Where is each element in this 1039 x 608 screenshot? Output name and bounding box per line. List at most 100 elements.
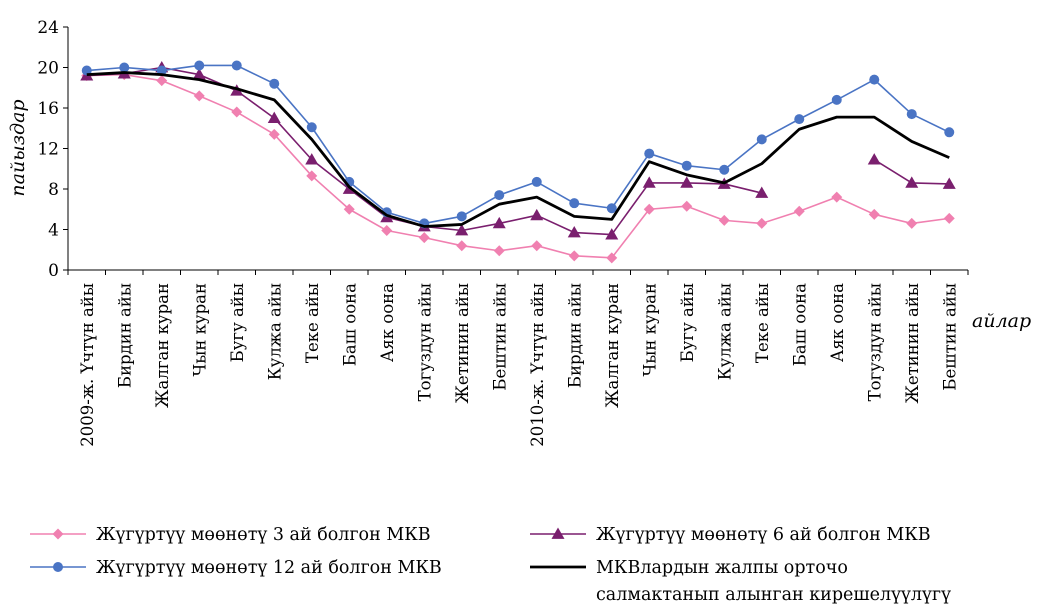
x-tick-label: Жалган куран xyxy=(603,283,622,408)
x-tick-label: Тогуздун айы xyxy=(865,283,884,401)
x-axis-title: айлар xyxy=(972,310,1031,332)
circle-point xyxy=(119,62,130,73)
legend-item-4: МКВлардын жалпы орточо салмактанып алынга… xyxy=(530,558,951,605)
y-tick-label: 0 xyxy=(48,261,59,281)
circle-point xyxy=(81,65,92,76)
circle-point xyxy=(944,127,955,138)
diamond-point xyxy=(493,245,505,257)
circle-point xyxy=(269,78,280,89)
x-tick-label: Жалган куран xyxy=(153,283,172,408)
diamond-point xyxy=(868,208,880,220)
diamond-point xyxy=(193,90,205,102)
y-tick-label: 12 xyxy=(37,140,59,160)
x-tick-label: Бирдин айы xyxy=(565,283,584,388)
y-axis-title: пайыздар xyxy=(7,99,29,196)
x-tick-label: Бугу айы xyxy=(228,283,247,362)
x-tick-label: Аяк оона xyxy=(828,283,847,362)
x-tick-label: Чын куран xyxy=(640,283,659,377)
diamond-point xyxy=(456,240,468,252)
x-tick-label: Аяк оона xyxy=(378,283,397,362)
series-1 xyxy=(81,69,955,264)
circle-point xyxy=(306,122,317,133)
circle-point xyxy=(606,203,617,214)
circle-point xyxy=(53,562,63,572)
x-tick-label: Кулжа айы xyxy=(265,283,284,380)
x-tick-label: Кулжа айы xyxy=(715,283,734,380)
x-tick-label: Бирдин айы xyxy=(115,283,134,388)
circle-point xyxy=(494,190,505,201)
x-tick-label: Бештин айы xyxy=(490,283,509,391)
diamond-point xyxy=(156,75,168,87)
x-tick-label: Бештин айы xyxy=(940,283,959,391)
circle-point xyxy=(644,148,655,159)
circle-point xyxy=(681,160,692,171)
triangle-point xyxy=(455,224,469,236)
series-line xyxy=(86,71,950,228)
diamond-point xyxy=(418,232,430,244)
triangle-point xyxy=(267,111,281,123)
legend-item-2: Жүгүртүү мөөнөтү 6 ай болгон МКВ xyxy=(530,525,931,545)
x-tick-label: Чын куран xyxy=(190,283,209,377)
legend: Жүгүртүү мөөнөтү 3 ай болгон МКВ Жүгүртүү… xyxy=(30,525,951,605)
diamond-point xyxy=(306,170,318,182)
diamond-point xyxy=(231,106,243,118)
triangle-point xyxy=(530,208,544,221)
circle-point xyxy=(194,60,205,71)
triangle-point xyxy=(192,68,206,80)
diamond-point xyxy=(831,191,843,203)
triangle-point xyxy=(680,176,694,188)
diamond-point xyxy=(381,225,393,237)
triangle-point xyxy=(605,228,619,240)
legend-item-3: Жүгүртүү мөөнөтү 12 ай болгон МКВ xyxy=(30,558,442,578)
diamond-point xyxy=(718,214,730,226)
x-tick-label: Жетинин айы xyxy=(453,283,472,404)
y-tick-label: 4 xyxy=(48,221,59,241)
series-4 xyxy=(86,71,950,228)
legend-label: МКВлардын жалпы орточо xyxy=(596,558,848,578)
circle-point xyxy=(869,74,880,85)
x-tick-label: 2010-ж. Үчтүн айы xyxy=(528,283,547,447)
triangle-point xyxy=(867,153,881,165)
triangle-point xyxy=(305,153,319,165)
diamond-point xyxy=(643,203,655,215)
series-line xyxy=(86,73,950,259)
diamond-point xyxy=(268,128,280,140)
circle-point xyxy=(531,176,542,187)
circle-point xyxy=(794,114,805,125)
diamond-point xyxy=(52,528,64,540)
triangle-point xyxy=(492,216,506,229)
x-tick-label: Теке айы xyxy=(303,283,322,363)
series-group xyxy=(80,60,956,264)
circle-point xyxy=(456,211,467,222)
y-tick-labels: 0 4 8 12 16 20 24 xyxy=(37,18,59,281)
axes xyxy=(63,26,969,275)
legend-item-1: Жүгүртүү мөөнөтү 3 ай болгон МКВ xyxy=(30,525,431,545)
triangle-point xyxy=(567,226,581,238)
series-2 xyxy=(80,61,956,240)
series-line xyxy=(86,66,762,236)
circle-point xyxy=(831,94,842,105)
circle-point xyxy=(231,60,242,71)
diamond-point xyxy=(568,250,580,262)
diamond-point xyxy=(343,203,355,215)
triangle-point xyxy=(905,176,919,188)
legend-label: Жүгүртүү мөөнөтү 12 ай болгон МКВ xyxy=(96,558,442,578)
y-tick-label: 8 xyxy=(48,180,59,200)
legend-label: Жүгүртүү мөөнөтү 3 ай болгон МКВ xyxy=(96,525,431,545)
x-tick-labels: 2009-ж. Үчтүн айы Бирдин айы Жалган куран Ч… xyxy=(78,283,960,447)
diamond-point xyxy=(531,240,543,252)
triangle-point xyxy=(755,186,769,198)
circle-point xyxy=(569,198,580,209)
x-tick-label: Тогуздун айы xyxy=(415,283,434,401)
series-3 xyxy=(81,60,955,229)
diamond-point xyxy=(681,200,693,212)
diamond-point xyxy=(793,205,805,217)
triangle-point xyxy=(642,176,656,188)
series-line xyxy=(86,64,950,225)
x-tick-label: Бугу айы xyxy=(678,283,697,362)
legend-label: Жүгүртүү мөөнөтү 6 ай болгон МКВ xyxy=(596,525,931,545)
x-tick-label: Баш оона xyxy=(790,283,809,366)
diamond-point xyxy=(906,217,918,229)
y-tick-label: 20 xyxy=(37,59,59,79)
